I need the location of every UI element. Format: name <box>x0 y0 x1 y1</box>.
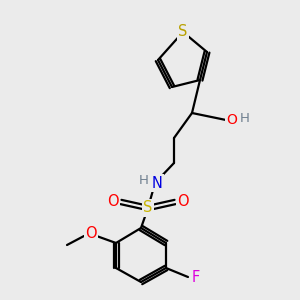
Text: O: O <box>107 194 119 209</box>
Text: O: O <box>85 226 97 242</box>
Text: N: N <box>152 176 162 190</box>
Text: H: H <box>240 112 250 125</box>
Text: S: S <box>178 25 188 40</box>
Text: O: O <box>177 194 189 209</box>
Text: F: F <box>192 269 200 284</box>
Text: O: O <box>226 113 237 127</box>
Text: S: S <box>143 200 153 215</box>
Text: H: H <box>139 173 149 187</box>
